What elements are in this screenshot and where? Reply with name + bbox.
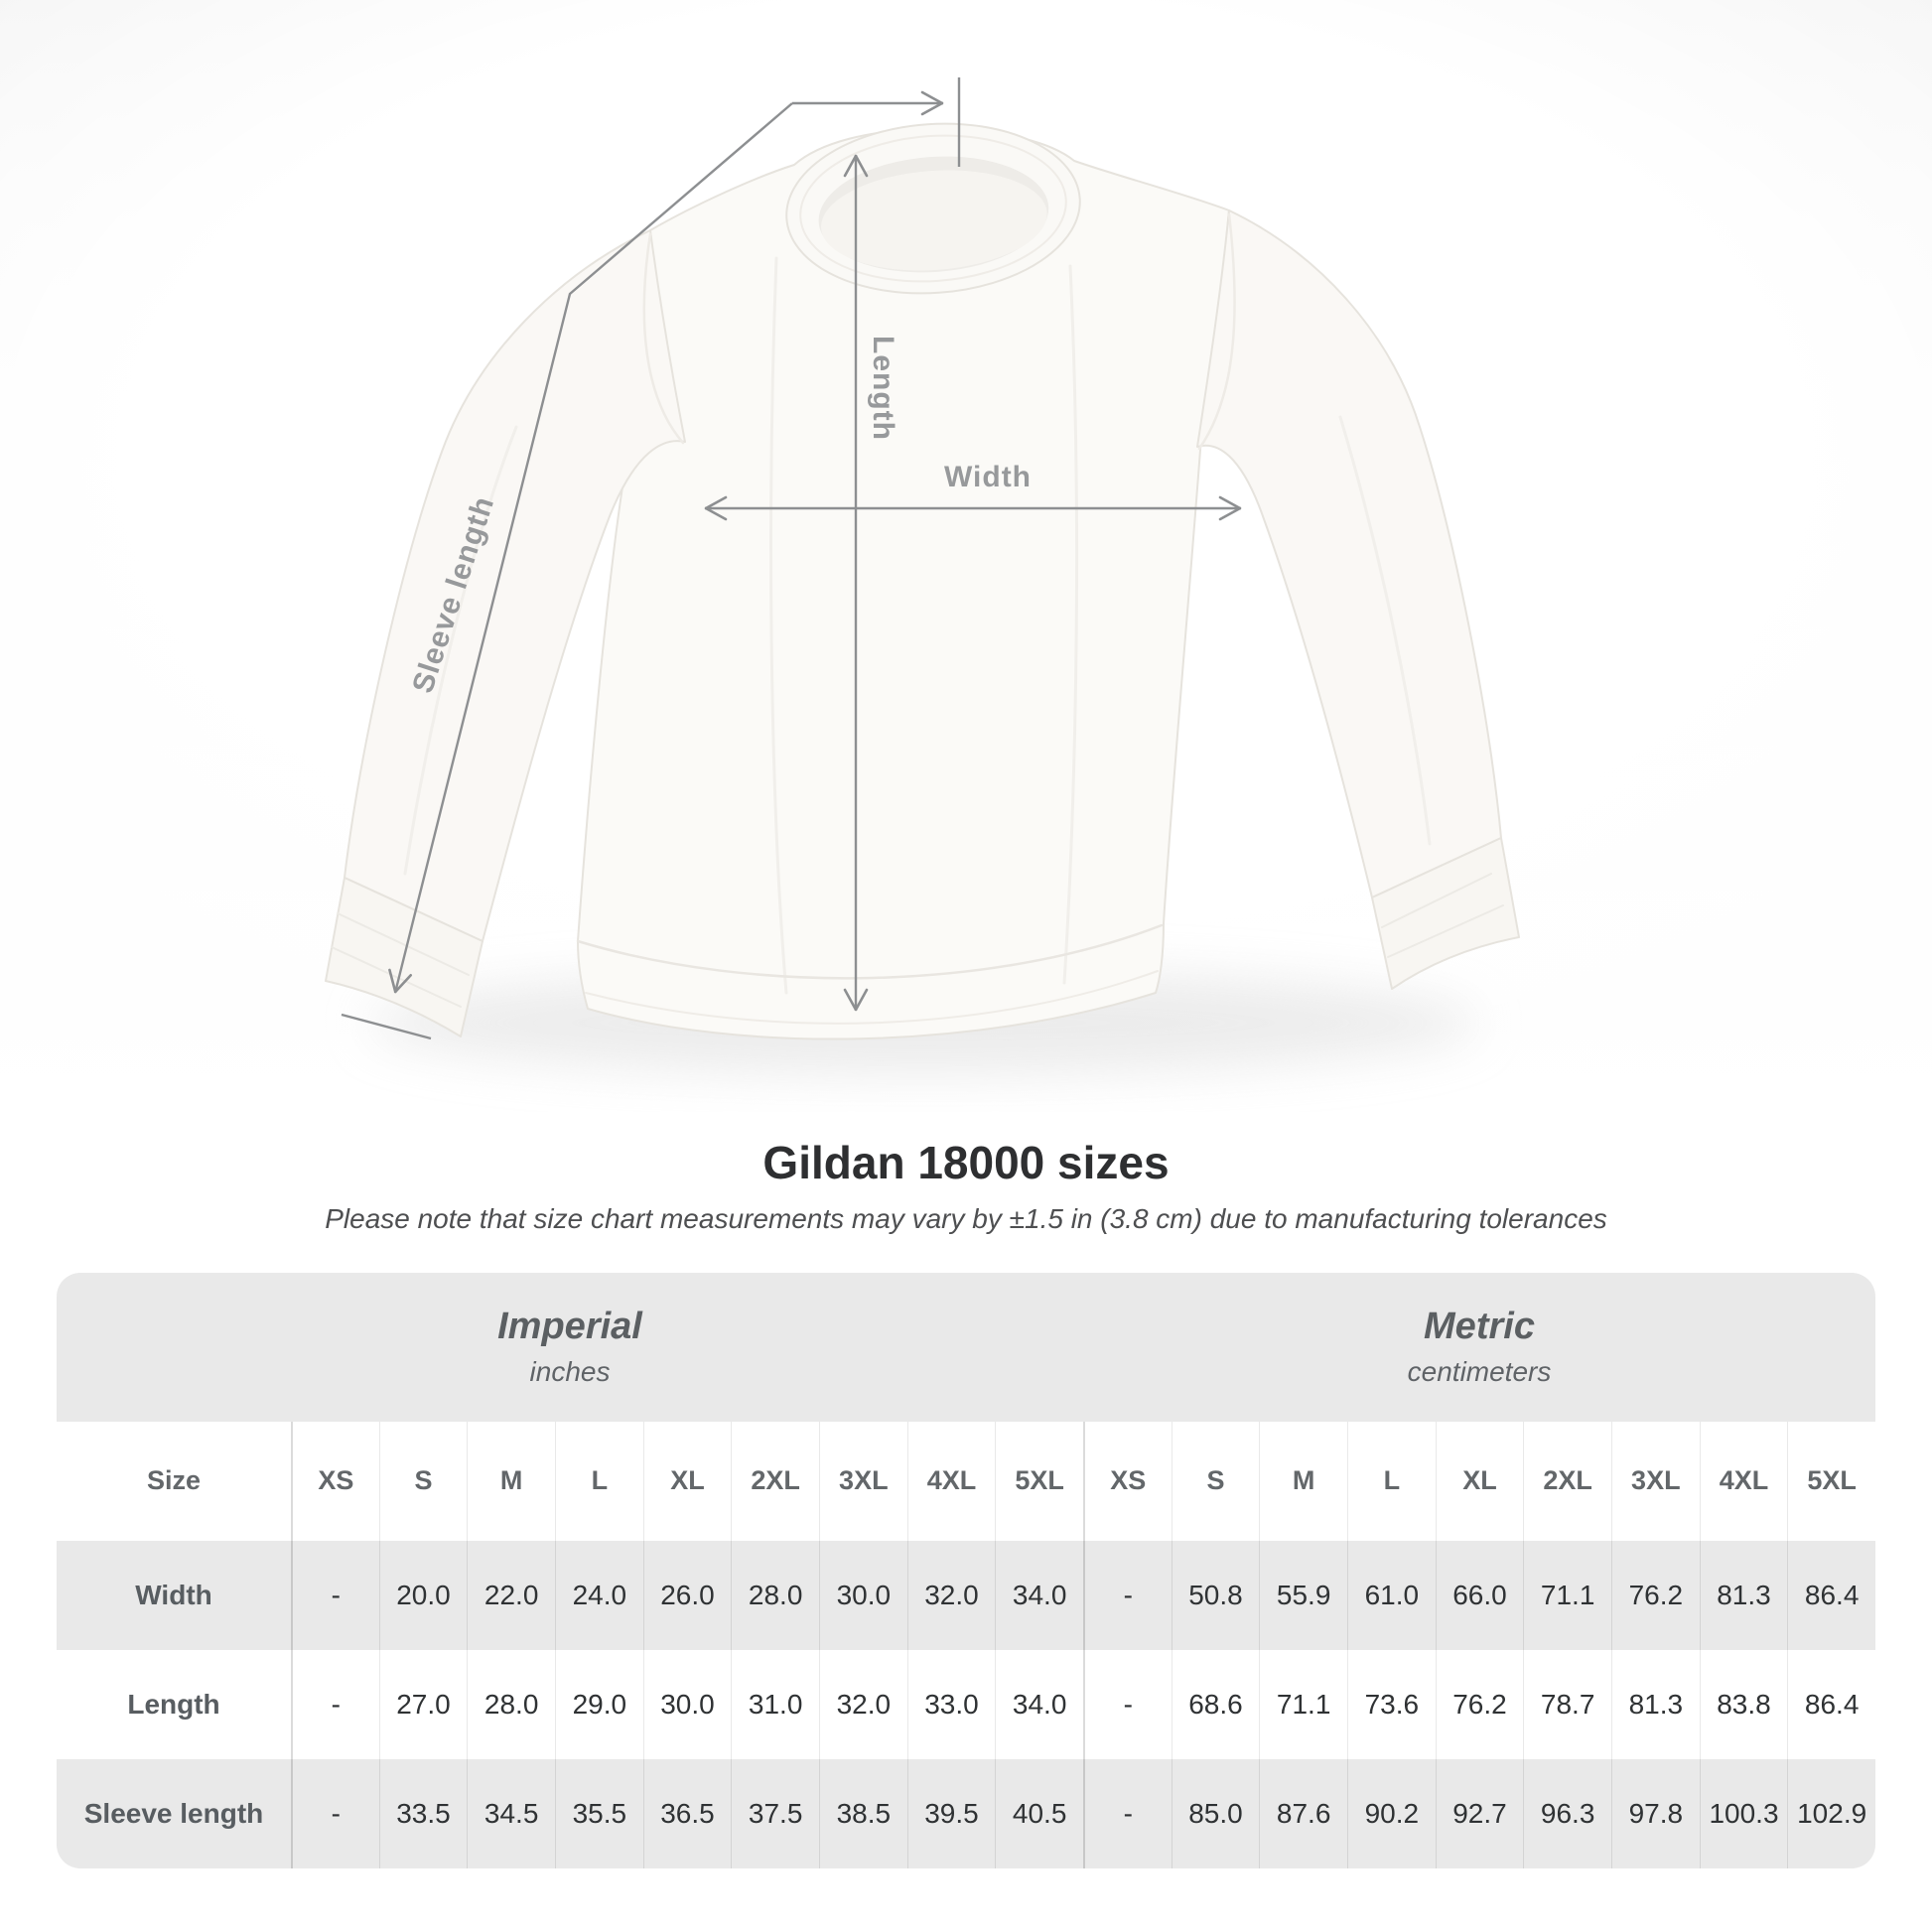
value-sleeve-length-imperial-3xl: 38.5 [818,1758,907,1868]
value-sleeve-length-metric-5xl: 102.9 [1787,1758,1875,1868]
size-header-imperial-4xl: 4XL [906,1421,996,1541]
value-width-metric-4xl: 81.3 [1699,1540,1788,1650]
imperial-group-unit: inches [529,1356,611,1388]
value-sleeve-length-imperial-xs: - [291,1758,379,1868]
size-header-metric-3xl: 3XL [1610,1421,1700,1541]
size-header-metric-4xl: 4XL [1699,1421,1788,1541]
size-header-imperial-m: M [467,1421,555,1541]
value-width-metric-xs: - [1082,1540,1172,1650]
row-label-sleeve-length: Sleeve length [83,1797,264,1829]
row-label-width: Width [135,1579,212,1610]
product-photo-area: Length Width Sleeve length [0,0,1932,1112]
table-row-width: Width -20.0 22.0 24.0 26.0 28.0 30.0 32.0 34.0-… [57,1540,1875,1650]
sweatshirt-diagram: Length Width Sleeve length [325,77,1520,1074]
value-width-imperial-4xl: 32.0 [906,1540,996,1650]
width-label: Width [944,461,1032,493]
value-width-metric-xl: 66.0 [1435,1540,1524,1650]
size-header-metric-xl: XL [1435,1421,1524,1541]
size-header-imperial-s: S [378,1421,468,1541]
value-length-imperial-2xl: 31.0 [731,1649,819,1759]
page-title: Gildan 18000 sizes [762,1137,1170,1188]
value-length-metric-xl: 76.2 [1435,1649,1524,1759]
size-header-imperial-3xl: 3XL [818,1421,907,1541]
value-width-metric-s: 50.8 [1171,1540,1260,1650]
value-sleeve-length-metric-l: 90.2 [1346,1758,1436,1868]
value-width-metric-3xl: 76.2 [1610,1540,1700,1650]
table-row-length: Length -27.0 28.0 29.0 30.0 31.0 32.0 33.0 34.0… [57,1649,1875,1759]
metric-group-unit: centimeters [1407,1356,1552,1388]
value-length-metric-s: 68.6 [1171,1649,1260,1759]
value-sleeve-length-imperial-5xl: 40.5 [995,1758,1083,1868]
value-width-imperial-xs: - [291,1540,379,1650]
value-sleeve-length-metric-3xl: 97.8 [1610,1758,1700,1868]
value-length-imperial-3xl: 32.0 [818,1649,907,1759]
measurement-lines [341,77,1242,1040]
size-column-header: Size [146,1465,202,1496]
value-sleeve-length-metric-m: 87.6 [1259,1758,1347,1868]
value-width-metric-5xl: 86.4 [1787,1540,1875,1650]
value-sleeve-length-metric-2xl: 96.3 [1523,1758,1611,1868]
unit-group-row: Imperial inches Metric centimeters [57,1273,1875,1422]
value-sleeve-length-metric-4xl: 100.3 [1699,1758,1788,1868]
value-width-imperial-l: 24.0 [554,1540,643,1650]
imperial-group-title: Imperial [497,1306,642,1348]
value-length-metric-xs: - [1082,1649,1172,1759]
sweatshirt-illustration [325,122,1520,1040]
value-width-imperial-3xl: 30.0 [818,1540,907,1650]
value-length-metric-4xl: 83.8 [1699,1649,1788,1759]
value-width-metric-m: 55.9 [1259,1540,1347,1650]
value-sleeve-length-imperial-l: 35.5 [554,1758,643,1868]
value-sleeve-length-imperial-xl: 36.5 [642,1758,732,1868]
value-length-imperial-s: 27.0 [378,1649,468,1759]
size-header-imperial-2xl: 2XL [731,1421,819,1541]
size-header-metric-5xl: 5XL [1787,1421,1875,1541]
value-length-imperial-xl: 30.0 [642,1649,732,1759]
value-width-imperial-5xl: 34.0 [995,1540,1083,1650]
row-label-length: Length [127,1688,220,1720]
sleeve-length-end-tick [341,1013,432,1040]
value-width-metric-2xl: 71.1 [1523,1540,1611,1650]
size-header-imperial-xs: XS [291,1421,379,1541]
value-sleeve-length-imperial-2xl: 37.5 [731,1758,819,1868]
value-sleeve-length-metric-s: 85.0 [1171,1758,1260,1868]
metric-group-title: Metric [1424,1306,1535,1348]
size-header-metric-s: S [1171,1421,1260,1541]
value-sleeve-length-imperial-4xl: 39.5 [906,1758,996,1868]
value-length-metric-l: 73.6 [1346,1649,1436,1759]
size-table: Imperial inches Metric centimeters Size … [57,1272,1875,1868]
value-width-imperial-xl: 26.0 [642,1540,732,1650]
value-length-imperial-xs: - [291,1649,379,1759]
size-header-imperial-l: L [554,1421,643,1541]
size-header-metric-m: M [1259,1421,1347,1541]
tolerance-note: Please note that size chart measurements… [325,1202,1607,1234]
metric-group-header: Metric centimeters [1083,1273,1875,1422]
value-length-metric-m: 71.1 [1259,1649,1347,1759]
size-header-metric-l: L [1346,1421,1436,1541]
size-header-metric-2xl: 2XL [1523,1421,1611,1541]
size-header-imperial-5xl: 5XL [995,1421,1083,1541]
value-sleeve-length-imperial-s: 33.5 [378,1758,468,1868]
size-header-imperial-xl: XL [642,1421,732,1541]
table-row-sleeve-length: Sleeve length -33.5 34.5 35.5 36.5 37.5 38.5 3… [57,1758,1875,1868]
value-length-imperial-5xl: 34.0 [995,1649,1083,1759]
value-width-metric-l: 61.0 [1346,1540,1436,1650]
value-length-imperial-l: 29.0 [554,1649,643,1759]
size-header-row: Size XS S M L XL 2XL 3XL 4XL 5XL XS S M L XL 2XL 3XL 4XL… [57,1421,1875,1541]
value-width-imperial-s: 20.0 [378,1540,468,1650]
imperial-group-header: Imperial inches [57,1273,1083,1422]
value-length-metric-5xl: 86.4 [1787,1649,1875,1759]
value-length-metric-2xl: 78.7 [1523,1649,1611,1759]
sleeve-length-line [388,102,793,994]
value-sleeve-length-imperial-m: 34.5 [467,1758,555,1868]
value-length-imperial-m: 28.0 [467,1649,555,1759]
value-sleeve-length-metric-xs: - [1082,1758,1172,1868]
value-length-metric-3xl: 81.3 [1610,1649,1700,1759]
size-header-metric-xs: XS [1082,1421,1172,1541]
value-width-imperial-2xl: 28.0 [731,1540,819,1650]
value-width-imperial-m: 22.0 [467,1540,555,1650]
length-label: Length [867,336,899,441]
value-sleeve-length-metric-xl: 92.7 [1435,1758,1524,1868]
value-length-imperial-4xl: 33.0 [906,1649,996,1759]
